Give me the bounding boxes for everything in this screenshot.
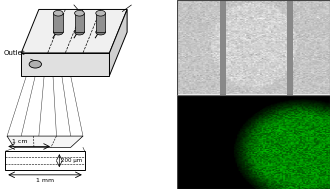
Text: 1 mm: 1 mm xyxy=(36,178,54,183)
Ellipse shape xyxy=(53,10,63,16)
Polygon shape xyxy=(21,53,110,76)
Bar xyxy=(96,13,106,32)
Text: 1 cm: 1 cm xyxy=(13,139,28,144)
Polygon shape xyxy=(7,136,83,147)
Text: 200 μm: 200 μm xyxy=(61,158,82,163)
Bar xyxy=(75,13,84,32)
Polygon shape xyxy=(21,9,127,53)
Text: Floor of culture dish: Floor of culture dish xyxy=(110,0,172,12)
Text: Outlet: Outlet xyxy=(4,50,36,61)
Bar xyxy=(287,0,293,94)
Bar xyxy=(5,151,85,170)
Bar xyxy=(53,13,63,32)
Ellipse shape xyxy=(75,10,84,16)
Bar xyxy=(219,0,226,94)
Ellipse shape xyxy=(96,29,106,35)
Bar xyxy=(219,0,226,94)
Ellipse shape xyxy=(75,29,84,35)
Ellipse shape xyxy=(96,10,106,16)
Ellipse shape xyxy=(53,29,63,35)
Bar xyxy=(287,0,293,94)
Text: Inlets: Inlets xyxy=(57,0,78,9)
Ellipse shape xyxy=(29,60,42,68)
Polygon shape xyxy=(110,9,127,76)
